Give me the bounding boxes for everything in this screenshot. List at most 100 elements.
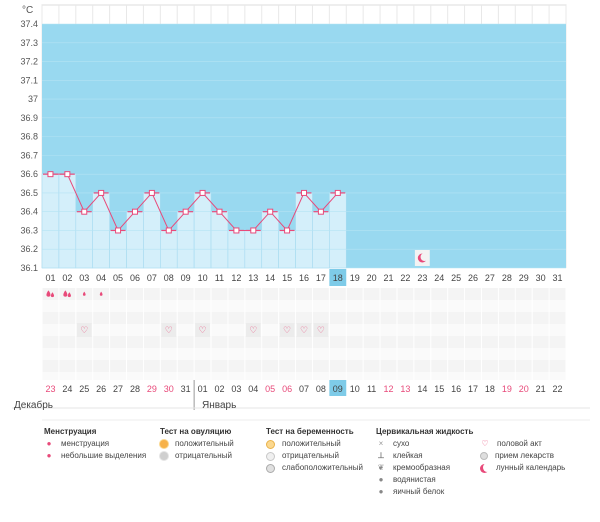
day-tick-label: 20 bbox=[367, 273, 377, 283]
temperature-point bbox=[64, 171, 71, 178]
calendar-date: 07 bbox=[299, 384, 309, 394]
day-tick-label: 14 bbox=[265, 273, 275, 283]
heart-cell bbox=[245, 323, 261, 337]
calendar-date: 19 bbox=[502, 384, 512, 394]
heart-cell bbox=[76, 323, 92, 337]
day-tick-label: 25 bbox=[451, 273, 461, 283]
calendar-date: 18 bbox=[485, 384, 495, 394]
calendar-date: 28 bbox=[130, 384, 140, 394]
temperature-point bbox=[267, 208, 274, 215]
y-tick-label: 36.4 bbox=[20, 207, 38, 217]
area-column bbox=[312, 211, 330, 269]
legend-item: отрицательный bbox=[160, 450, 234, 462]
y-tick-label: 36.8 bbox=[20, 132, 38, 142]
day-tick-label: 09 bbox=[181, 273, 191, 283]
calendar-date: 14 bbox=[417, 384, 427, 394]
y-axis-ticks: 37.4 37.3 37.2 37.1 37 36.9 36.8 36.7 36.6 36.5 36… bbox=[20, 19, 38, 273]
legend-item: положительный bbox=[160, 438, 234, 450]
day-tick-label: 04 bbox=[96, 273, 106, 283]
legend-item: слабоположительный bbox=[266, 462, 363, 474]
heart-cell bbox=[161, 323, 177, 337]
day-tick-label: 05 bbox=[113, 273, 123, 283]
calendar-date: 03 bbox=[231, 384, 241, 394]
temperature-polyline bbox=[50, 173, 339, 232]
dry-icon: × bbox=[378, 439, 384, 448]
day-tick-label: 18 bbox=[333, 273, 343, 283]
day-tick-label: 12 bbox=[231, 273, 241, 283]
day-tick-label: 03 bbox=[79, 273, 89, 283]
legend-label: положительный bbox=[175, 439, 234, 448]
legend-label: слабоположительный bbox=[282, 463, 363, 472]
calendar-date: 11 bbox=[367, 384, 376, 394]
egg-white-icon: ● bbox=[378, 487, 384, 496]
legend-label: отрицательный bbox=[175, 451, 232, 460]
y-tick-label: 36.1 bbox=[20, 263, 38, 273]
temperature-point bbox=[317, 208, 324, 215]
legend-item: ● небольшие выделения bbox=[44, 450, 147, 462]
day-tick-label: 16 bbox=[299, 273, 309, 283]
y-tick-label: 36.7 bbox=[20, 150, 38, 160]
day-tick-label: 28 bbox=[502, 273, 512, 283]
legend-item: ● яичный белок bbox=[376, 486, 473, 498]
temperature-point bbox=[148, 189, 155, 196]
legend-label: небольшие выделения bbox=[61, 451, 147, 460]
legend-ovulation: Тест на овуляцию положительный отрицател… bbox=[160, 426, 234, 462]
small-drop-icon: ● bbox=[46, 451, 52, 460]
symptom-markers: ♡ ♡ ♡ ♡ ♡ ♡ ♡ bbox=[41, 250, 567, 384]
area-column bbox=[261, 211, 279, 269]
negative-sun-icon bbox=[160, 452, 168, 460]
legend-title-spacer bbox=[480, 426, 565, 438]
pregnancy-weak-icon bbox=[266, 463, 275, 473]
day-tick-label: 01 bbox=[45, 273, 55, 283]
temperature-point bbox=[284, 227, 291, 234]
day-tick-label: 26 bbox=[468, 273, 478, 283]
legend-label: лунный календарь bbox=[496, 463, 566, 472]
temperature-point bbox=[115, 227, 122, 234]
temperature-point bbox=[165, 227, 172, 234]
calendar-date: 01 bbox=[198, 384, 208, 394]
day-tick-label: 08 bbox=[164, 273, 174, 283]
legend-item: ❦ кремообразная bbox=[376, 462, 473, 474]
heart-icon: ♡ bbox=[283, 326, 291, 336]
legend-item: положительный bbox=[266, 438, 363, 450]
calendar-date: 09 bbox=[333, 384, 343, 394]
area-column bbox=[176, 211, 195, 269]
large-drop-icon bbox=[67, 292, 71, 298]
legend-label: половой акт bbox=[497, 439, 542, 448]
heart-cell bbox=[279, 323, 295, 337]
legend: Менструация ● менструация ● небольшие выде… bbox=[44, 426, 600, 522]
legend-item: прием лекарств bbox=[480, 450, 565, 462]
temperature-point bbox=[233, 227, 240, 234]
day-tick-label: 02 bbox=[62, 273, 72, 283]
marker-row bbox=[42, 360, 566, 372]
day-tick-label: 07 bbox=[147, 273, 157, 283]
marker-row bbox=[42, 336, 566, 348]
marker-row bbox=[42, 348, 566, 360]
temperature-point bbox=[334, 189, 341, 196]
temperature-line bbox=[50, 173, 339, 232]
legend-label: кремообразная bbox=[393, 463, 451, 472]
sticky-icon: ⊥ bbox=[377, 451, 385, 460]
day-tick-label: 19 bbox=[350, 273, 360, 283]
large-drop-icon bbox=[50, 292, 55, 298]
day-tick-label: 15 bbox=[282, 273, 292, 283]
y-tick-label: 36.2 bbox=[20, 244, 38, 254]
heart-icon: ♡ bbox=[317, 326, 325, 336]
legend-item: ● менструация bbox=[44, 438, 146, 450]
small-drop-icon bbox=[82, 291, 86, 296]
large-drop-icon: ● bbox=[46, 439, 52, 448]
bbt-chart: 37.4 37.3 37.2 37.1 37 36.9 36.8 36.7 36.6 36.5 36… bbox=[12, 4, 590, 421]
y-tick-label: 37.3 bbox=[20, 38, 38, 48]
calendar-date: 23 bbox=[45, 384, 55, 394]
legend-item: × сухо bbox=[376, 438, 473, 450]
day-tick-label: 30 bbox=[536, 273, 546, 283]
legend-title: Цервикальная жидкость bbox=[376, 427, 474, 436]
legend-item: ♡ половой акт bbox=[480, 438, 565, 450]
calendar-date: 21 bbox=[536, 384, 546, 394]
temperature-point bbox=[182, 208, 189, 215]
legend-label: прием лекарств bbox=[495, 451, 555, 460]
temperature-point bbox=[216, 208, 223, 215]
today-highlight bbox=[329, 269, 347, 286]
day-tick-label: 13 bbox=[248, 273, 258, 283]
heart-icon: ♡ bbox=[199, 326, 207, 336]
